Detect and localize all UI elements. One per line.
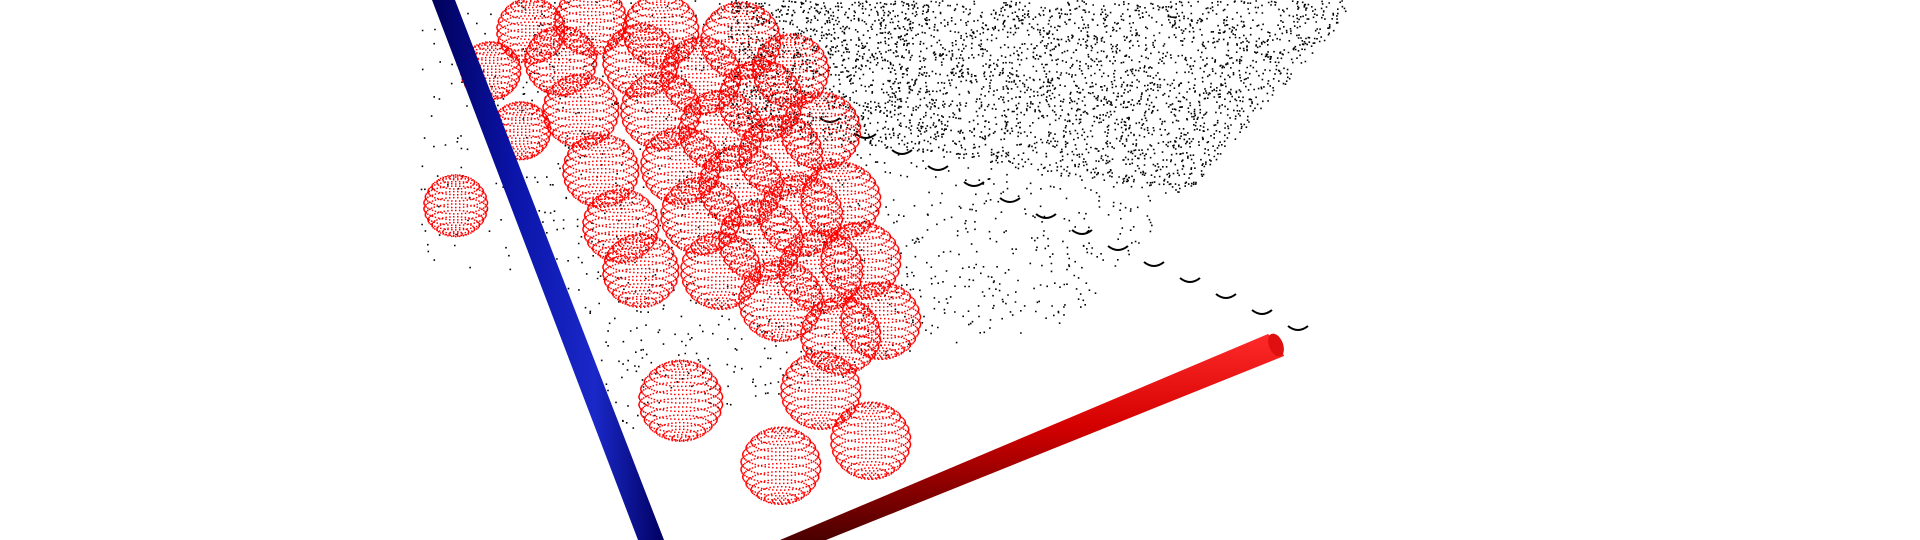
blue-axis	[432, 0, 664, 540]
scene-point-cloud	[420, 0, 1347, 437]
arc-streaks	[819, 117, 1309, 331]
sphere-points	[423, 0, 922, 505]
sphere-point-cloud	[423, 0, 922, 505]
red-axis	[780, 333, 1284, 540]
